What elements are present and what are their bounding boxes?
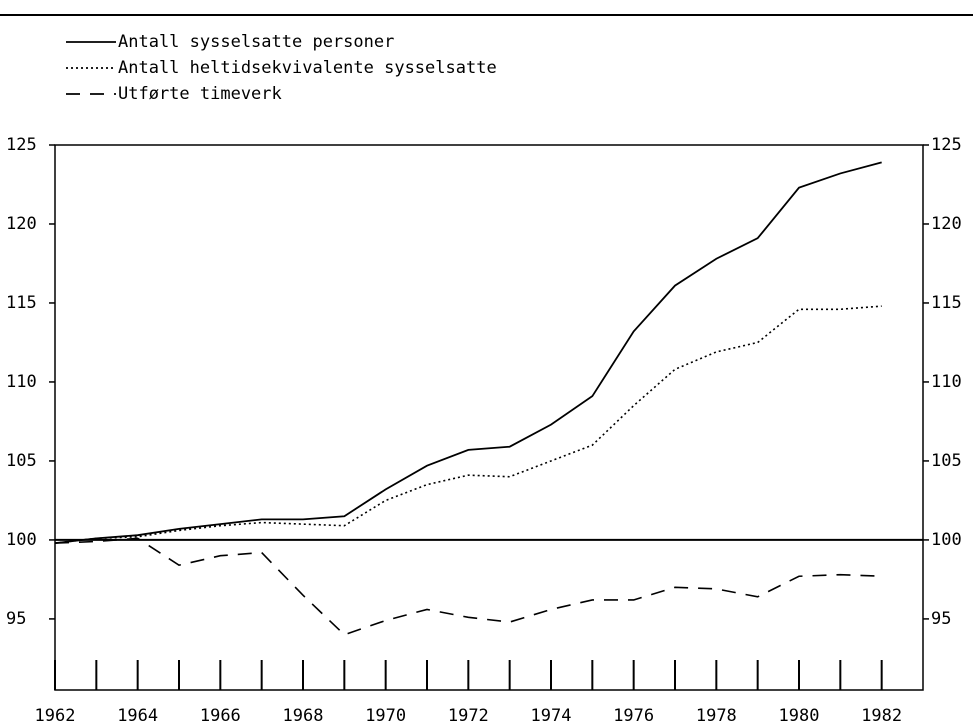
y-tick-label-right: 95 [931, 609, 951, 629]
y-tick-label: 110 [6, 372, 37, 392]
y-tick-label: 105 [6, 451, 37, 471]
x-tick-label: 1968 [283, 706, 324, 726]
y-tick-label: 115 [6, 293, 37, 313]
y-tick-label: 100 [6, 530, 37, 550]
x-tick-label: 1970 [365, 706, 406, 726]
x-tick-label: 1972 [448, 706, 489, 726]
y-tick-label-right: 100 [931, 530, 962, 550]
x-tick-label: 1980 [779, 706, 820, 726]
series-line [54, 305, 882, 544]
legend-label: Antall heltidsekvivalente sysselsatte [118, 58, 497, 78]
x-tick-label: 1982 [861, 706, 902, 726]
y-tick-label: 95 [6, 609, 26, 629]
series-line [54, 161, 882, 544]
y-tick-label-right: 105 [931, 451, 962, 471]
legend-label: Utførte timeverk [118, 84, 282, 104]
x-tick-label: 1976 [613, 706, 654, 726]
x-tick-label: 1978 [696, 706, 737, 726]
x-tick-label: 1964 [117, 706, 158, 726]
y-tick-label-right: 120 [931, 214, 962, 234]
x-tick-label: 1974 [531, 706, 572, 726]
y-tick-label-right: 115 [931, 293, 962, 313]
legend-label: Antall sysselsatte personer [118, 32, 394, 52]
plot-frame [54, 144, 924, 691]
y-tick-label-right: 110 [931, 372, 962, 392]
x-tick-label: 1962 [35, 706, 76, 726]
y-tick-label-right: 125 [931, 135, 962, 155]
series-line [54, 537, 882, 636]
y-tick-label: 120 [6, 214, 37, 234]
x-tick-label: 1966 [200, 706, 241, 726]
y-tick-label: 125 [6, 135, 37, 155]
